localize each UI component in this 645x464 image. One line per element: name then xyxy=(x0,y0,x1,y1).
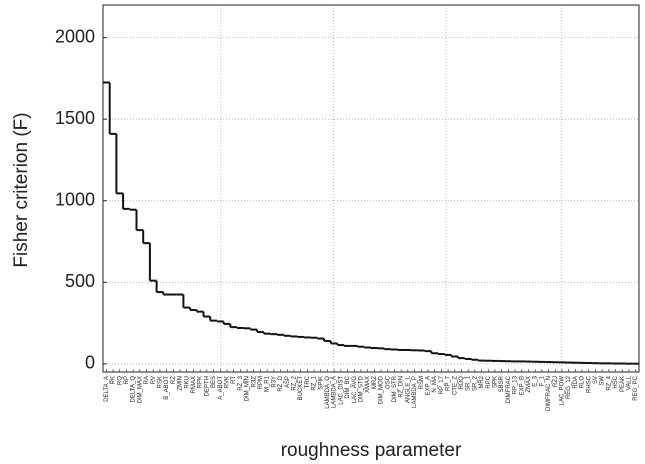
y-tick-label: 0 xyxy=(85,353,95,373)
x-tick-label: M_R1 xyxy=(265,375,271,392)
x-tick-label: DIMFRAC xyxy=(506,375,512,403)
x-tick-label: ZMAX xyxy=(526,376,532,393)
x-tick-label: LAMBDA_Q xyxy=(325,376,331,409)
x-tick-label: SW xyxy=(600,376,606,386)
x-tick-label: DIM_STR xyxy=(392,375,398,402)
x-tick-label: RZ_DIN xyxy=(399,376,405,398)
x-tick-label: RDQ xyxy=(459,376,465,390)
x-tick-label: MRZ xyxy=(372,376,378,389)
x-tick-label: LAMBDA_P xyxy=(412,376,418,408)
x-tick-label: LAC_DIST xyxy=(338,376,344,405)
x-tick-label: DIM_STD xyxy=(359,375,365,402)
x-tick-label: DIM_BC xyxy=(345,375,351,398)
x-tick-label: RP xyxy=(124,376,130,384)
x-tick-label: DIMFRAC_N xyxy=(546,376,552,411)
x-tick-label: SV xyxy=(593,376,599,384)
x-tick-label: EXP_B xyxy=(519,376,525,395)
y-tick-label: 500 xyxy=(65,271,95,291)
x-tick-label: RP_13 xyxy=(513,375,519,394)
x-tick-label: CTE_Z xyxy=(452,376,458,395)
x-tick-label: ZMIN xyxy=(178,376,184,391)
y-tick-label: 1000 xyxy=(55,189,95,209)
x-tick-label: RZ_4 xyxy=(606,375,612,390)
x-tick-label: N_MA xyxy=(432,376,438,393)
x-tick-label: BES xyxy=(211,376,217,388)
x-tick-label: F_1 xyxy=(539,375,545,386)
x-tick-label: RSM xyxy=(419,376,425,389)
x-tick-label: MR2 xyxy=(479,375,485,388)
x-tick-label: SR_2 xyxy=(472,375,478,391)
x-tick-label: RVK xyxy=(225,376,231,388)
x-tick-label: ASP xyxy=(285,376,291,388)
x-tick-label: RDA xyxy=(573,376,579,389)
x-tick-label: ANGLE_L xyxy=(405,375,411,403)
x-tick-label: XMAX xyxy=(365,376,371,393)
x-tick-label: REG_12 xyxy=(566,375,572,399)
x-tick-label: RT xyxy=(231,376,237,384)
x-tick-label: RKU xyxy=(184,376,190,389)
x-tick-label: R3Y xyxy=(271,376,277,388)
x-tick-label: SPK xyxy=(493,376,499,388)
x-tick-label: RSK xyxy=(158,376,164,388)
x-tick-label: RK xyxy=(111,376,117,384)
x-tick-label: RZ_3 xyxy=(238,375,244,390)
x-tick-label: A_ABOT xyxy=(218,376,224,400)
x-tick-label: RPM xyxy=(258,376,264,389)
x-tick-label: DELTA_Q xyxy=(131,376,137,403)
x-tick-label: DIM_MOD xyxy=(379,375,385,404)
x-tick-label: RA xyxy=(144,376,150,384)
x-tick-label: LAC_AVG xyxy=(352,376,358,404)
y-axis-title: Fisher criterion (F) xyxy=(11,112,32,267)
x-tick-label: E_3 xyxy=(533,375,539,386)
x-tick-label: EXP_A xyxy=(426,376,432,395)
x-tick-label: DIM_MAX xyxy=(137,376,143,403)
x-tick-label: RV xyxy=(151,376,157,384)
x-tick-label: RP_17 xyxy=(439,375,445,394)
x-tick-label: VALL xyxy=(627,375,633,390)
x-axis-title: roughness parameter xyxy=(281,440,462,461)
x-tick-label: BUCKET xyxy=(298,376,304,401)
x-tick-label: TRC xyxy=(305,375,311,388)
x-tick-label: RZ_D xyxy=(278,375,284,391)
x-tick-label: DELTA_A xyxy=(104,376,110,402)
x-tick-label: RZ_1 xyxy=(312,375,318,390)
x-tick-label: R3Z xyxy=(251,376,257,388)
x-tick-label: SPIK xyxy=(318,376,324,390)
x-tick-label: SBSR xyxy=(499,375,505,392)
x-tick-label: OSC xyxy=(385,375,391,389)
y-tick-label: 2000 xyxy=(55,26,95,46)
x-tick-label: RPK xyxy=(198,376,204,388)
y-tick-label: 1500 xyxy=(55,108,95,128)
x-tick-label: RP_7 xyxy=(446,375,452,391)
x-tick-label: DIM_MIN xyxy=(245,376,251,401)
plot-frame xyxy=(102,4,640,373)
x-tick-label: RLO xyxy=(580,376,586,389)
x-tick-label: B_ABOT xyxy=(164,376,170,400)
x-tick-label: HSC xyxy=(613,375,619,388)
x-tick-label: RZJ xyxy=(553,376,559,387)
x-tick-label: RQ xyxy=(117,376,123,385)
x-tick-label: SR_1 xyxy=(466,375,472,391)
x-tick-label: RMAX xyxy=(191,376,197,393)
x-tick-label: PEAK xyxy=(620,376,626,392)
x-tick-label: DEPTH xyxy=(204,376,210,396)
x-tick-label: LAMBDA_A xyxy=(332,376,338,408)
x-tick-label: RZ xyxy=(171,376,177,384)
x-tick-label: LAC_POW xyxy=(560,376,566,406)
x-tick-label: RPC xyxy=(486,375,492,388)
x-tick-label: RZ_2 xyxy=(292,375,298,390)
x-tick-label: REG_PC xyxy=(633,375,639,400)
x-tick-label: RHSC xyxy=(586,375,592,393)
